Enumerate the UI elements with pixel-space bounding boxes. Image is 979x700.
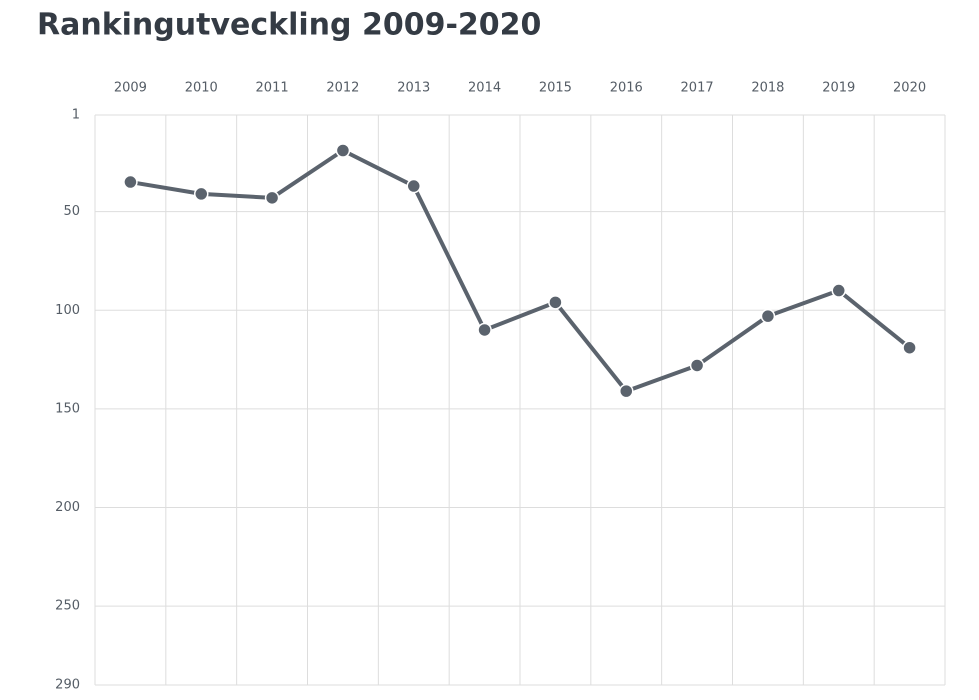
x-tick-label: 2009 [114, 81, 147, 96]
data-point [194, 186, 209, 202]
data-point [335, 143, 351, 158]
data-point [689, 358, 705, 373]
data-line [130, 148, 911, 394]
y-tick-label: 150 [55, 401, 80, 416]
y-tick-label: 100 [55, 303, 80, 318]
data-point [831, 283, 846, 298]
y-tick-label: 50 [63, 204, 80, 219]
data-point [406, 178, 421, 194]
x-tick-label: 2019 [822, 81, 855, 96]
y-tick-label: 1 [72, 108, 80, 123]
chart-title: Rankingutveckling 2009-2020 [37, 8, 541, 43]
data-point [123, 174, 138, 190]
x-tick-label: 2016 [610, 81, 643, 96]
x-tick-label: 2017 [681, 81, 714, 96]
data-point [619, 383, 634, 399]
x-tick-label: 2010 [185, 81, 218, 96]
y-tick-label: 250 [55, 599, 80, 614]
data-point [902, 340, 917, 355]
data-point [760, 308, 776, 324]
data-point [548, 295, 563, 310]
x-tick-label: 2014 [468, 81, 501, 96]
y-tick-label: 290 [55, 678, 80, 693]
x-tick-label: 2020 [893, 81, 926, 96]
y-tick-label: 200 [55, 500, 80, 515]
x-tick-label: 2012 [326, 81, 359, 96]
x-tick-label: 2018 [751, 81, 784, 96]
data-point [477, 322, 492, 338]
x-tick-label: 2011 [256, 81, 289, 96]
x-tick-label: 2015 [539, 81, 572, 96]
x-tick-label: 2013 [397, 81, 430, 96]
data-point [264, 190, 280, 206]
